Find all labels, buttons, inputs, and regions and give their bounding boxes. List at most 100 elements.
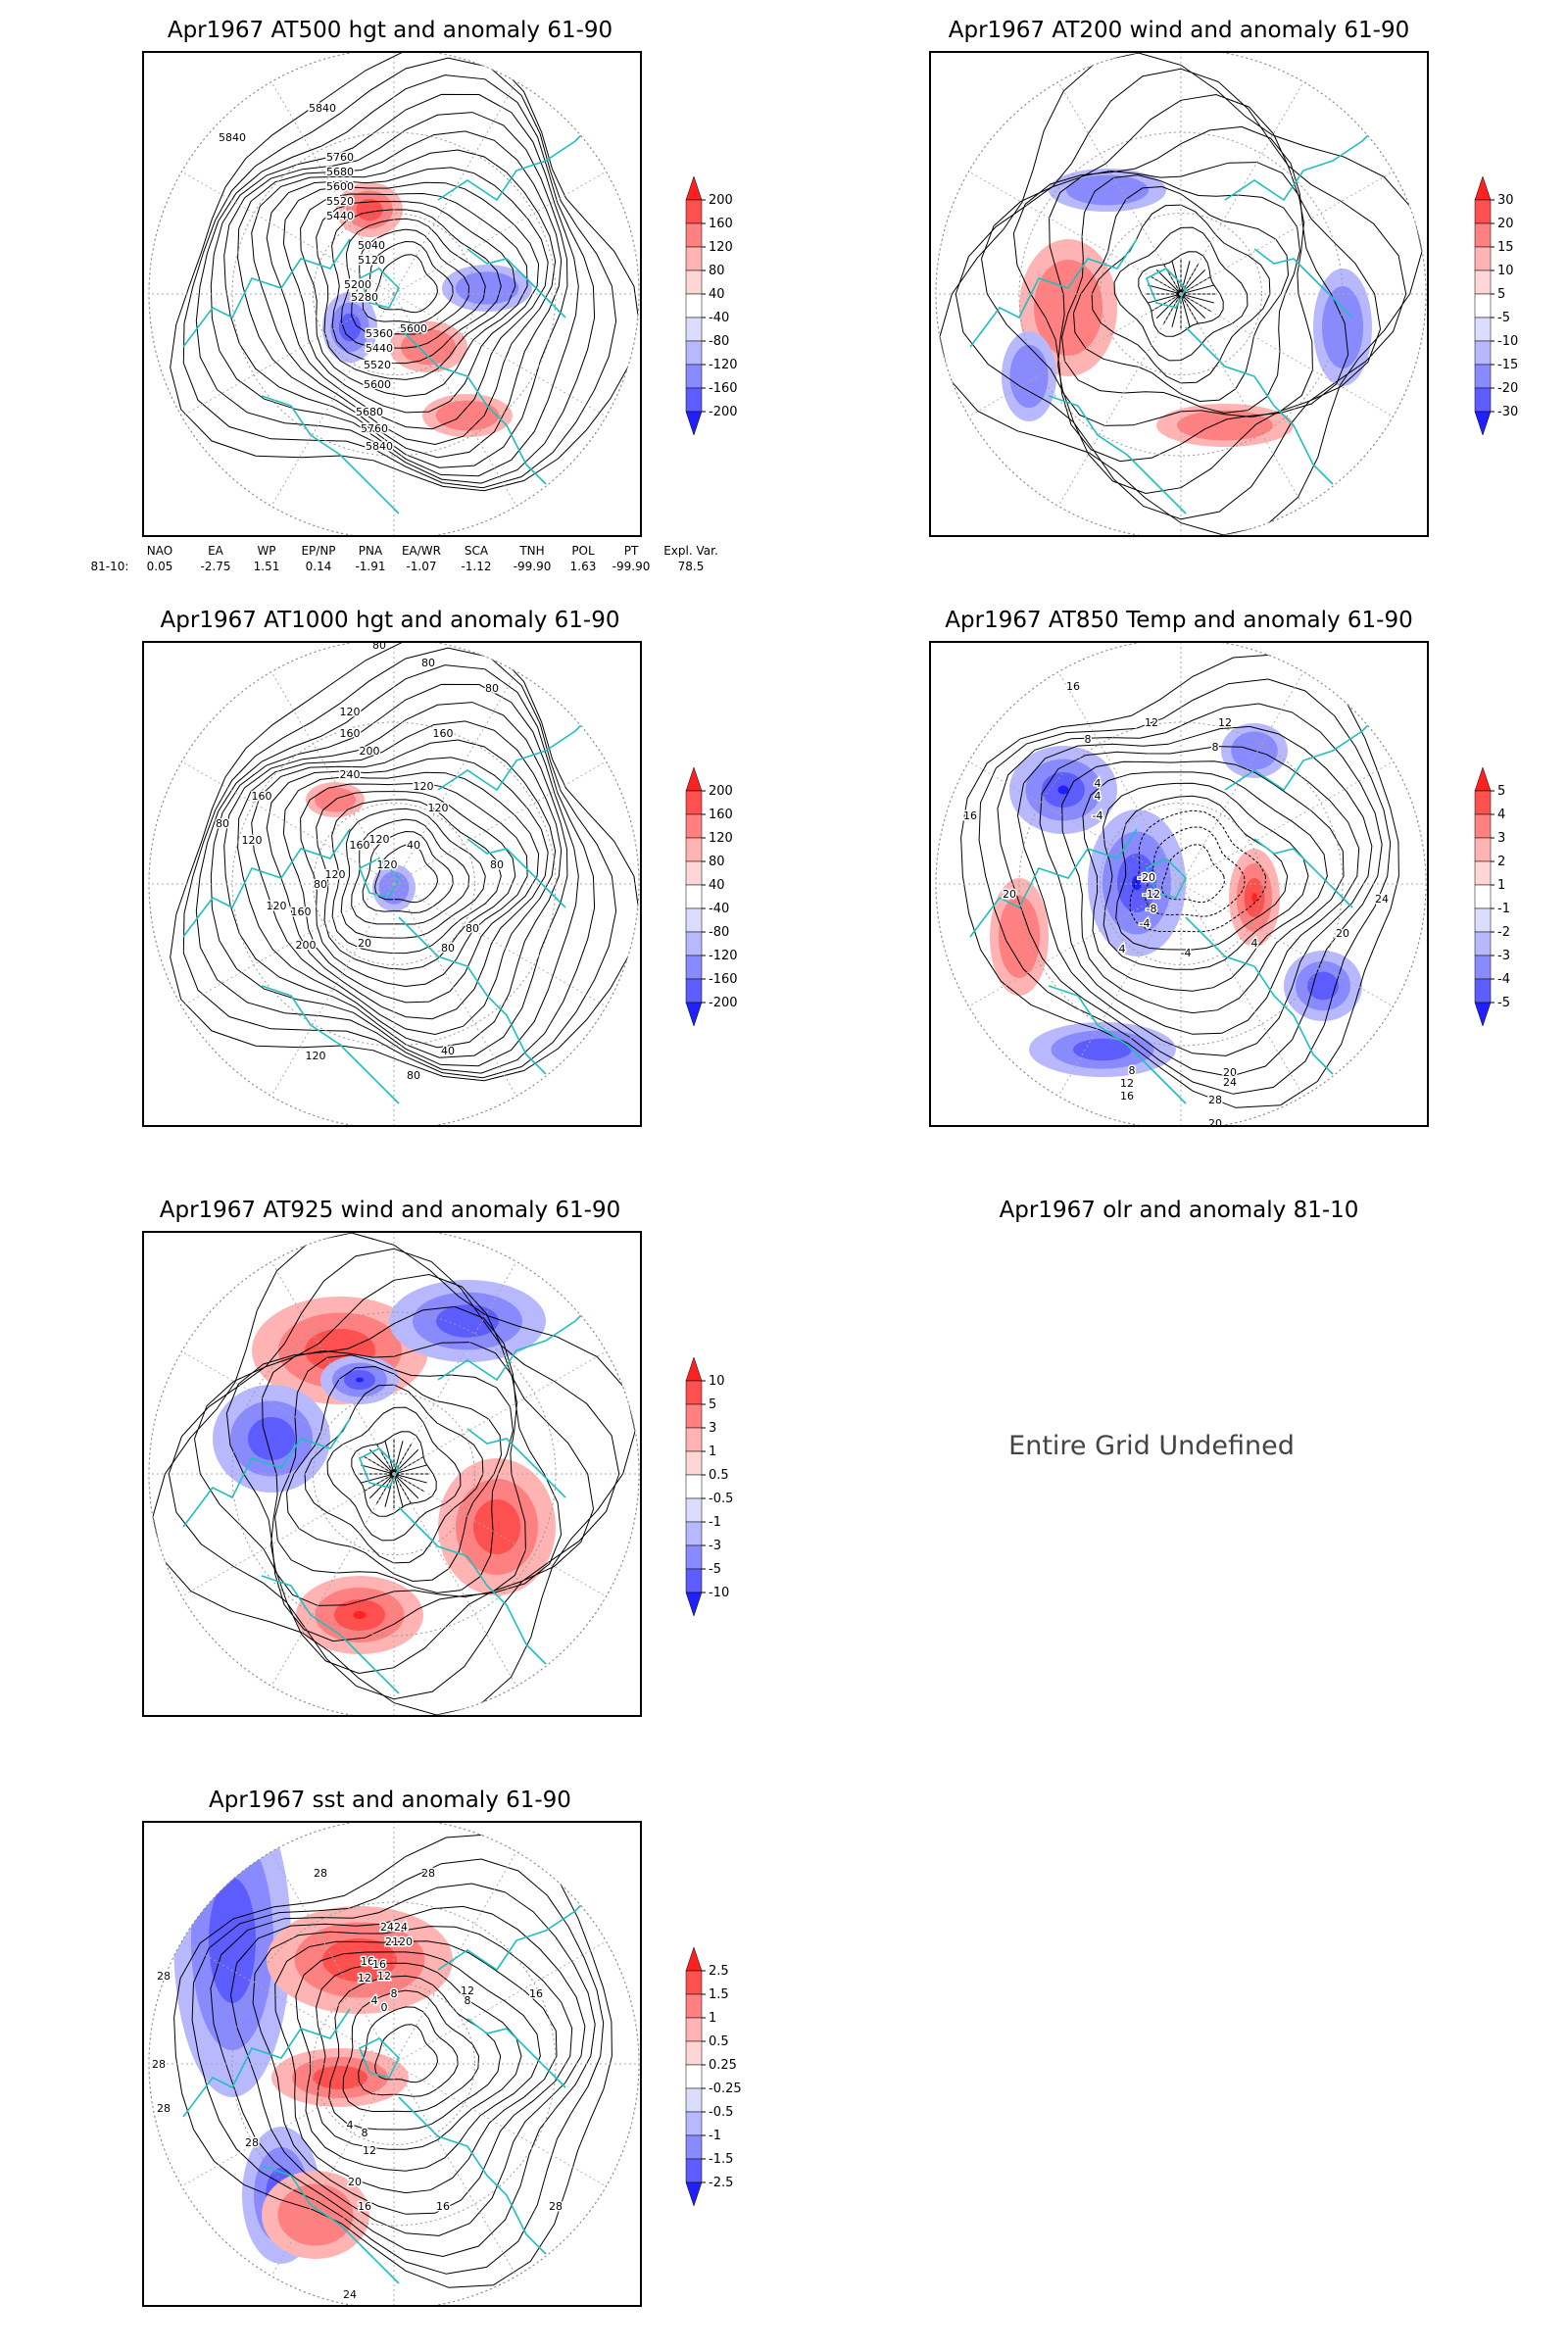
contour-line xyxy=(210,683,579,1067)
contour-label: 160 xyxy=(340,727,361,740)
colorbar-label: 40 xyxy=(709,878,725,893)
contour-label: -20 xyxy=(1138,871,1155,884)
colorbar-swatch xyxy=(685,387,703,413)
contour-label: 80 xyxy=(372,643,386,652)
contour-label: 20 xyxy=(1208,1117,1222,1127)
streamline xyxy=(384,1441,395,1475)
colorbar-swatch xyxy=(1474,955,1492,980)
colorbar-swatch xyxy=(685,1544,703,1570)
colorbar-label: 5 xyxy=(1497,784,1505,799)
colorbar-label: -30 xyxy=(1497,405,1518,419)
meridian-line xyxy=(181,171,395,295)
colorbar-swatch xyxy=(685,1592,703,1617)
contour-line xyxy=(300,192,528,398)
negative-anomaly-area xyxy=(209,1878,256,2003)
contour-line xyxy=(1161,844,1226,904)
colorbar-swatch xyxy=(685,317,703,342)
contour-label: 2424 xyxy=(380,1921,408,1934)
col-header: Expl. Var. xyxy=(663,544,718,558)
contour-label: 4 xyxy=(1095,790,1102,803)
colorbar-svg: 5 4 3 2 1 -1 -2 -3 -4 -5 xyxy=(1474,766,1510,1027)
contour-line xyxy=(182,647,617,1079)
colorbar-label: -160 xyxy=(709,972,738,987)
negative-anomaly-area xyxy=(1009,344,1049,409)
colorbar-label: -2.5 xyxy=(709,2176,733,2190)
colorbar-swatch xyxy=(1474,907,1492,933)
latitude-circle xyxy=(313,213,475,375)
streamline xyxy=(1180,261,1191,295)
colorbar-swatch xyxy=(685,1521,703,1546)
undefined-grid-message: Entire Grid Undefined xyxy=(1008,1431,1295,1461)
colorbar-swatch xyxy=(685,955,703,980)
contour-label: 160 xyxy=(350,839,370,852)
contour-label: 5040 xyxy=(358,239,385,252)
contour-line xyxy=(331,799,502,955)
meridian-line xyxy=(968,883,1182,1007)
colorbar-label: 80 xyxy=(709,264,725,278)
streamline xyxy=(980,93,1382,495)
colorbar-label: 0.5 xyxy=(709,1468,729,1483)
contour-label: -4 xyxy=(1140,917,1151,930)
contour-line xyxy=(195,664,596,1074)
contour-label: 24 xyxy=(343,2288,357,2301)
contour-label: 80 xyxy=(407,1069,420,1082)
meridian-line xyxy=(270,81,395,295)
colorbar-svg: 2.5 1.5 1 0.5 0.25 -0.25 -0.5 -1 -1.5 -2.5 xyxy=(685,1946,742,2207)
colorbar-label: -80 xyxy=(709,925,729,940)
contour-label: 200 xyxy=(360,745,380,758)
contour-label: -4 xyxy=(1181,947,1192,959)
index-value: -1.91 xyxy=(355,560,386,573)
meridian-line xyxy=(270,883,395,1097)
colorbar-label: 0.5 xyxy=(709,2034,729,2049)
row-label: 81-10: xyxy=(90,560,129,573)
contour-label: 16 xyxy=(963,809,977,822)
meridian-line xyxy=(393,883,517,1097)
contour-label: 40 xyxy=(407,839,420,852)
colorbar-swatch xyxy=(685,1568,703,1593)
index-value: 1.63 xyxy=(569,560,597,573)
contour-label: 20 xyxy=(1336,927,1349,940)
colorbar-swatch xyxy=(685,931,703,956)
colorbar-label: -160 xyxy=(709,381,738,396)
contour-line xyxy=(362,240,454,323)
contour-label: 5440 xyxy=(326,210,354,222)
meridian-line xyxy=(270,2063,395,2277)
coastline xyxy=(182,121,596,514)
panel-title: Apr1967 AT200 wind and anomaly 61-90 xyxy=(948,18,1410,43)
negative-anomaly-area xyxy=(1307,971,1339,1001)
colorbar-label: 30 xyxy=(1497,193,1514,208)
colorbar-swatch xyxy=(1474,270,1492,295)
colorbar-swatch xyxy=(1474,884,1492,909)
colorbar-swatch xyxy=(685,2158,703,2183)
contour-label: 8 xyxy=(391,1987,398,2000)
contour-line xyxy=(282,181,540,414)
negative-anomaly-area xyxy=(338,313,362,342)
contour-line xyxy=(362,830,454,913)
index-value: -1.07 xyxy=(406,560,437,573)
contour-line xyxy=(1102,782,1309,970)
colorbar-swatch xyxy=(685,411,703,436)
meridian-line xyxy=(1180,883,1394,1007)
contour-label: 200 xyxy=(296,939,317,952)
contour-line xyxy=(316,791,516,970)
colorbar-swatch xyxy=(685,907,703,933)
contour-line xyxy=(1145,826,1246,917)
contour-label: 5440 xyxy=(366,342,393,355)
positive-anomaly-area xyxy=(277,2183,354,2246)
colorbar-swatch xyxy=(1474,222,1492,248)
colorbar-label: -120 xyxy=(709,358,738,372)
colorbar-label: -80 xyxy=(709,334,729,349)
contour-line xyxy=(237,720,563,1049)
contour-label: 4 xyxy=(1251,937,1258,950)
colorbar-label: -1 xyxy=(709,2129,721,2143)
contour-label: 5520 xyxy=(326,195,354,208)
meridian-line xyxy=(1180,293,1304,507)
contour-line xyxy=(374,254,439,314)
colorbar-svg: 200 160 120 80 40 -40 -80 -120 -160 -200 xyxy=(685,175,738,436)
streamline xyxy=(393,1473,404,1507)
colorbar-svg: 200 160 120 80 40 -40 -80 -120 -160 -200 xyxy=(685,766,738,1027)
contour-label: 4 xyxy=(1119,943,1126,956)
col-header: NAO xyxy=(146,544,173,558)
contour-line xyxy=(182,57,617,489)
contour-line xyxy=(1115,795,1289,951)
